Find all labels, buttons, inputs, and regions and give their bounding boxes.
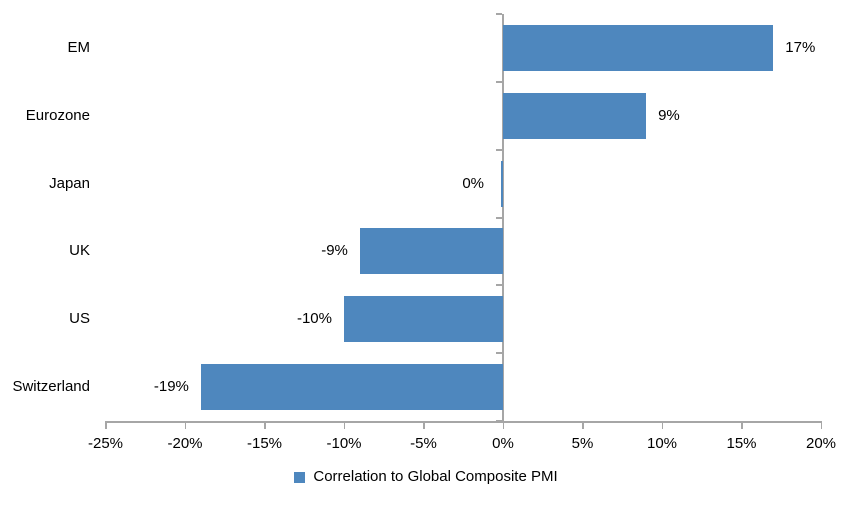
x-axis-tick (105, 421, 107, 429)
bar-switzerland (200, 364, 503, 411)
y-axis-tick (496, 13, 502, 15)
x-axis-tick-label: 5% (571, 435, 594, 452)
chart-legend: Correlation to Global Composite PMI (0, 469, 852, 485)
y-axis-tick (496, 148, 502, 151)
bar-uk (359, 228, 503, 275)
x-axis-tick-label: -20% (167, 435, 203, 452)
y-axis-tick (496, 80, 502, 83)
x-axis-tick-label: -15% (246, 435, 283, 452)
y-axis-tick (496, 284, 502, 287)
x-axis-tick-label: 0% (492, 435, 514, 452)
value-label: 0% (462, 174, 484, 192)
x-axis-tick (820, 421, 822, 429)
x-axis-tick (502, 421, 504, 429)
y-axis-line (502, 14, 504, 421)
x-axis-line (105, 421, 822, 423)
x-axis-tick (423, 421, 425, 429)
x-axis-tick-label: 20% (805, 435, 837, 452)
bar-japan (501, 160, 503, 207)
bar-us (344, 296, 503, 343)
value-label: -19% (153, 378, 189, 396)
x-axis-tick (661, 421, 663, 429)
value-label: -10% (296, 310, 332, 328)
category-label: EM (67, 38, 91, 56)
x-axis-tick (264, 421, 266, 429)
y-axis-tick (496, 216, 502, 219)
x-axis-tick (184, 421, 186, 429)
x-axis-tick-label: 10% (646, 435, 678, 452)
x-axis-tick-label: 15% (726, 435, 757, 452)
legend-color-swatch (294, 471, 306, 483)
y-axis-tick (496, 352, 502, 355)
bar-em (503, 24, 774, 71)
value-label: 9% (658, 106, 680, 124)
x-axis-tick (741, 421, 743, 429)
category-label: Eurozone (25, 106, 90, 124)
value-label: 17% (785, 38, 816, 56)
x-axis-tick-label: -5% (410, 435, 437, 452)
x-axis-tick-label: -10% (326, 435, 362, 452)
x-axis-tick (582, 421, 584, 429)
category-label: US (69, 310, 90, 328)
category-label: Japan (49, 174, 90, 192)
category-label: Switzerland (12, 378, 90, 396)
x-axis-tick-label: -25% (87, 435, 124, 452)
value-label: -9% (321, 242, 348, 260)
legend-label: Correlation to Global Composite PMI (313, 468, 558, 485)
x-axis-tick (343, 421, 345, 429)
bar-eurozone (503, 92, 647, 139)
category-label: UK (69, 242, 90, 260)
